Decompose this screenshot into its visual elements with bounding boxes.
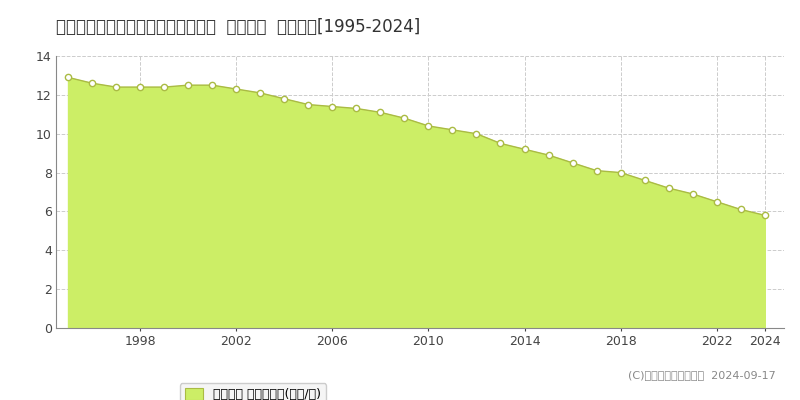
Text: 広島県呉市見晴２丁目１４６番２外  地価公示  地価推移[1995-2024]: 広島県呉市見晴２丁目１４６番２外 地価公示 地価推移[1995-2024] [56, 18, 420, 36]
Legend: 地価公示 平均坪単価(万円/坪): 地価公示 平均坪単価(万円/坪) [180, 383, 326, 400]
Text: (C)土地価格ドットコム  2024-09-17: (C)土地価格ドットコム 2024-09-17 [628, 370, 776, 380]
